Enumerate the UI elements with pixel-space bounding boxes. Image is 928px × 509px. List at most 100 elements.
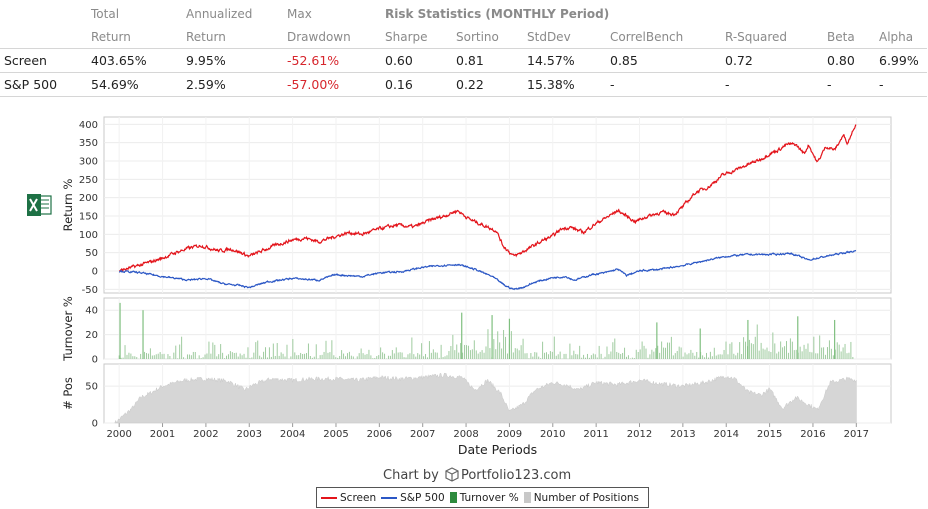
header-annualized: Annualized <box>186 6 253 21</box>
legend-item-screen[interactable]: Screen <box>321 492 376 504</box>
legend-swatch <box>321 496 337 499</box>
header-annualized-return: Return <box>182 25 283 49</box>
x-tick-label: 2016 <box>800 429 825 440</box>
risk-statistics-table: Total Annualized Max Risk Statistics (MO… <box>0 2 927 97</box>
x-tick-label: 2003 <box>237 429 262 440</box>
cell-correlbench: 0.85 <box>606 48 721 73</box>
cell-beta: - <box>823 72 875 97</box>
credit-prefix: Chart by <box>383 468 439 483</box>
header-max: Max <box>287 6 312 21</box>
row-name: Screen <box>0 48 87 73</box>
cell-stddev: 15.38% <box>523 72 606 97</box>
x-tick-label: 2014 <box>714 429 739 440</box>
table-header-row-1: Total Annualized Max Risk Statistics (MO… <box>0 2 927 25</box>
cell-total-return: 54.69% <box>87 72 182 97</box>
legend-label: Screen <box>340 491 377 504</box>
y-tick-label: 0 <box>92 419 98 430</box>
table-header-row-2: Return Return Drawdown Sharpe Sortino St… <box>0 25 927 49</box>
header-risk-statistics: Risk Statistics (MONTHLY Period) <box>385 6 610 21</box>
y-tick-label: 20 <box>85 330 98 341</box>
series-line-screen <box>118 124 857 273</box>
x-tick-label: 2013 <box>670 429 695 440</box>
cell-sharpe: 0.60 <box>381 48 452 73</box>
legend-swatch <box>381 496 398 499</box>
header-correlbench: CorrelBench <box>606 25 721 49</box>
cell-beta: 0.80 <box>823 48 875 73</box>
legend-label: S&P 500 <box>400 491 445 504</box>
x-tick-label: 2006 <box>367 429 392 440</box>
header-sharpe: Sharpe <box>381 25 452 49</box>
x-tick-label: 2008 <box>453 429 478 440</box>
excel-export-icon[interactable] <box>26 194 52 216</box>
header-rsquared: R-Squared <box>721 25 823 49</box>
table-row: S&P 500 54.69% 2.59% -57.00% 0.16 0.22 1… <box>0 72 927 97</box>
cell-max-drawdown: -52.61% <box>283 48 381 73</box>
cell-max-drawdown: -57.00% <box>283 72 381 97</box>
x-tick-label: 2009 <box>497 429 522 440</box>
y-tick-label: 300 <box>79 157 98 168</box>
header-max-drawdown: Drawdown <box>283 25 381 49</box>
y-axis-label: Return % <box>61 179 75 232</box>
y-tick-label: -50 <box>82 285 98 296</box>
x-tick-label: 2011 <box>583 429 608 440</box>
chart-legend: Screen S&P 500 Turnover % Number of Posi… <box>316 487 650 508</box>
chart-credit: Chart by Portfolio123.com <box>383 467 571 483</box>
y-tick-label: 100 <box>79 230 98 241</box>
cell-correlbench: - <box>606 72 721 97</box>
y-tick-label: 0 <box>92 267 98 278</box>
cell-annualized-return: 9.95% <box>182 48 283 73</box>
x-tick-label: 2012 <box>627 429 652 440</box>
cell-sortino: 0.81 <box>452 48 523 73</box>
credit-brand[interactable]: Portfolio123.com <box>460 468 572 483</box>
x-tick-label: 2002 <box>193 429 218 440</box>
x-axis-label: Date Periods <box>458 442 537 457</box>
cell-rsquared: - <box>721 72 823 97</box>
y-tick-label: 250 <box>79 175 98 186</box>
cell-stddev: 14.57% <box>523 48 606 73</box>
row-name: S&P 500 <box>0 72 87 97</box>
cell-rsquared: 0.72 <box>721 48 823 73</box>
header-stddev: StdDev <box>523 25 606 49</box>
y-tick-label: 400 <box>79 120 98 131</box>
y-tick-label: 150 <box>79 212 98 223</box>
cell-sortino: 0.22 <box>452 72 523 97</box>
header-alpha: Alpha <box>875 25 927 49</box>
legend-swatch <box>523 492 531 503</box>
x-tick-label: 2005 <box>323 429 348 440</box>
table-row: Screen 403.65% 9.95% -52.61% 0.60 0.81 1… <box>0 48 927 73</box>
y-axis-label: Turnover % <box>61 296 75 362</box>
header-total-return: Return <box>87 25 182 49</box>
y-tick-label: 50 <box>85 248 98 259</box>
plot-panel-0 <box>103 116 892 294</box>
header-beta: Beta <box>823 25 875 49</box>
cell-annualized-return: 2.59% <box>182 72 283 97</box>
y-tick-label: 0 <box>92 355 98 366</box>
y-tick-label: 40 <box>85 306 98 317</box>
y-tick-label: 200 <box>79 193 98 204</box>
x-tick-label: 2001 <box>150 429 175 440</box>
header-total: Total <box>91 6 120 21</box>
series-positions-area <box>114 372 857 424</box>
y-axis-label: # Pos <box>61 377 75 410</box>
cell-total-return: 403.65% <box>87 48 182 73</box>
x-tick-label: 2017 <box>844 429 869 440</box>
x-tick-label: 2015 <box>757 429 782 440</box>
legend-item-sp500[interactable]: S&P 500 <box>381 492 445 504</box>
y-tick-label: 50 <box>85 382 98 393</box>
cube-logo-icon <box>445 467 459 482</box>
series-line-sp500 <box>118 249 857 291</box>
legend-swatch <box>449 492 457 503</box>
x-tick-label: 2000 <box>106 429 131 440</box>
x-tick-label: 2004 <box>280 429 305 440</box>
x-tick-label: 2010 <box>540 429 565 440</box>
legend-label: Turnover % <box>459 491 519 504</box>
legend-label: Number of Positions <box>533 491 640 504</box>
header-sortino: Sortino <box>452 25 523 49</box>
cell-alpha: 6.99% <box>875 48 927 73</box>
legend-item-positions[interactable]: Number of Positions <box>523 491 640 504</box>
cell-sharpe: 0.16 <box>381 72 452 97</box>
y-tick-label: 350 <box>79 138 98 149</box>
legend-item-turnover[interactable]: Turnover % <box>449 491 519 504</box>
cell-alpha: - <box>875 72 927 97</box>
